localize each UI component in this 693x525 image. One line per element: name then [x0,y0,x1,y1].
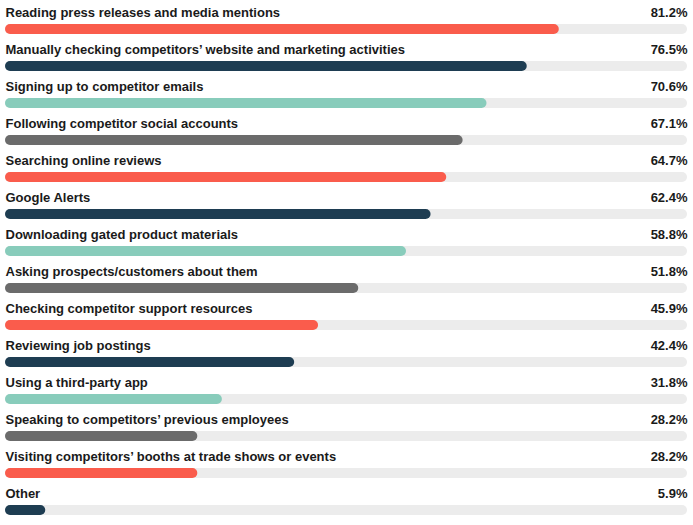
svg-text:5.9%: 5.9% [658,486,688,501]
svg-text:70.6%: 70.6% [651,79,688,94]
svg-text:Reading press releases and med: Reading press releases and media mention… [6,5,281,20]
svg-text:51.8%: 51.8% [651,264,688,279]
svg-text:Following competitor social ac: Following competitor social accounts [6,116,239,131]
svg-text:Using a third-party app: Using a third-party app [6,375,148,390]
svg-text:58.8%: 58.8% [651,227,688,242]
svg-text:42.4%: 42.4% [651,338,688,353]
svg-text:Asking prospects/customers abo: Asking prospects/customers about them [6,264,258,279]
svg-text:67.1%: 67.1% [651,116,688,131]
svg-text:28.2%: 28.2% [651,449,688,464]
svg-text:64.7%: 64.7% [651,153,688,168]
svg-text:Google Alerts: Google Alerts [6,190,91,205]
svg-text:Speaking to competitors’ previ: Speaking to competitors’ previous employ… [6,412,289,427]
svg-text:Downloading gated product mate: Downloading gated product materials [6,227,239,242]
svg-text:Manually checking competitors’: Manually checking competitors’ website a… [6,42,406,57]
svg-text:81.2%: 81.2% [651,5,688,20]
svg-text:Visiting competitors’ booths a: Visiting competitors’ booths at trade sh… [6,449,337,464]
svg-text:Searching online reviews: Searching online reviews [6,153,162,168]
svg-text:76.5%: 76.5% [651,42,688,57]
svg-text:Other: Other [6,486,41,501]
svg-text:Reviewing job postings: Reviewing job postings [6,338,151,353]
svg-text:Signing up to competitor email: Signing up to competitor emails [6,79,204,94]
svg-text:Checking competitor support re: Checking competitor support resources [6,301,253,316]
svg-text:28.2%: 28.2% [651,412,688,427]
svg-text:45.9%: 45.9% [651,301,688,316]
svg-text:62.4%: 62.4% [651,190,688,205]
svg-text:31.8%: 31.8% [651,375,688,390]
